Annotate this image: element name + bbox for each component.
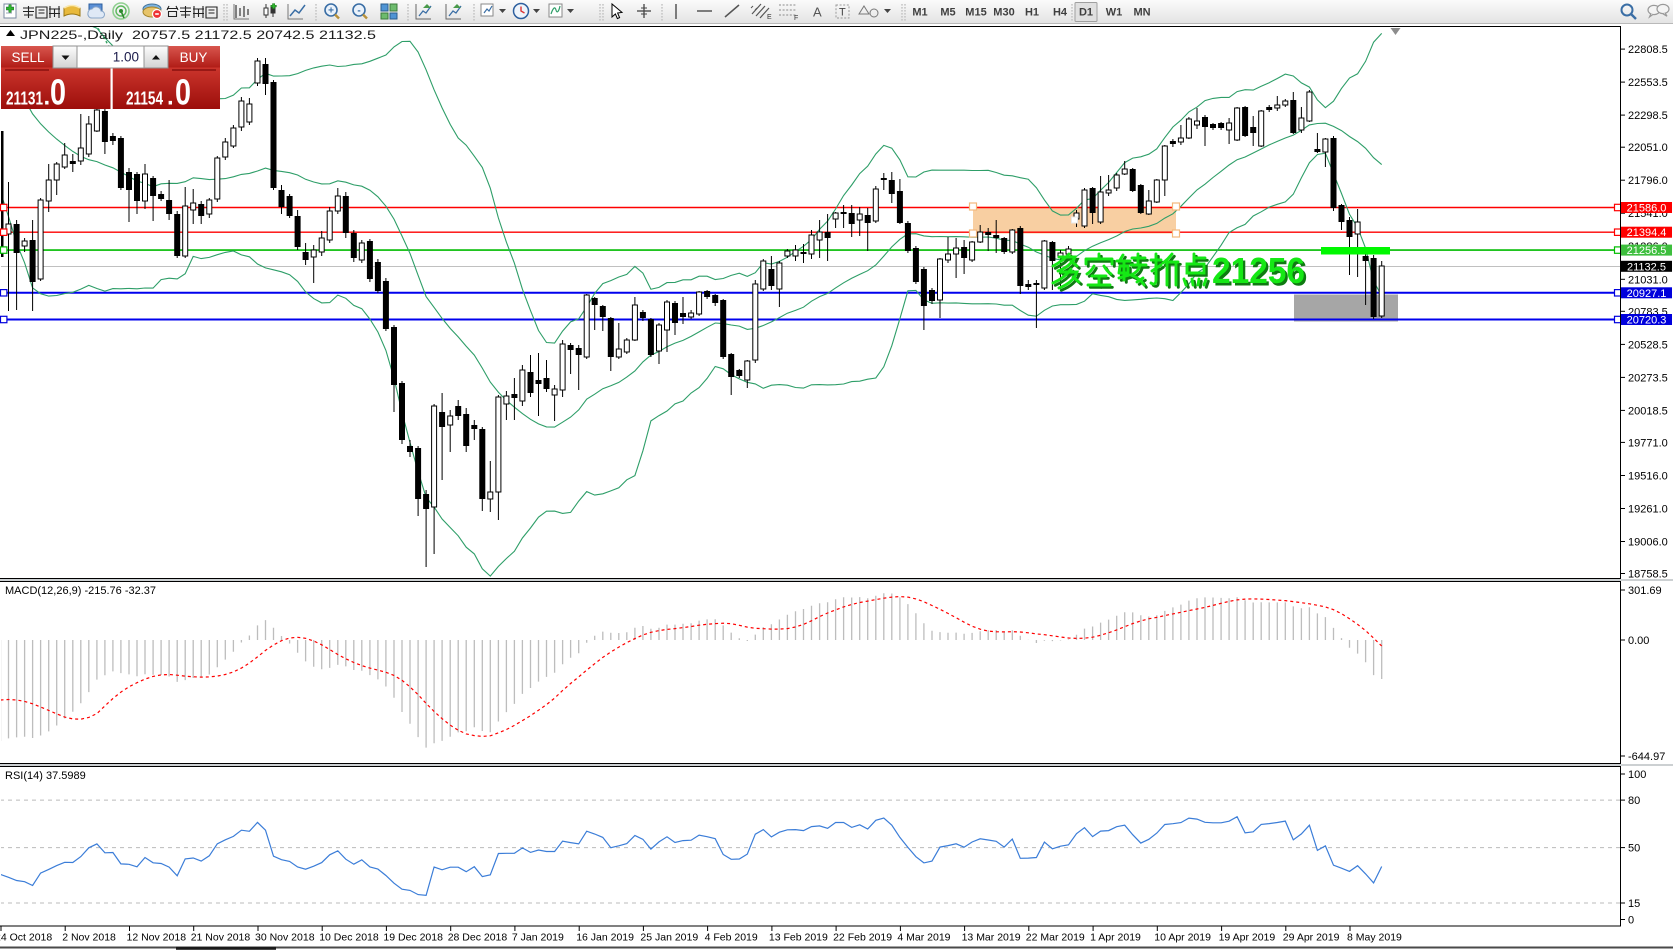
svg-text:21256.5: 21256.5 xyxy=(1627,245,1667,257)
svg-text:H4: H4 xyxy=(1053,7,1068,19)
svg-text:M30: M30 xyxy=(993,7,1014,19)
svg-text:4 Mar 2019: 4 Mar 2019 xyxy=(897,932,950,944)
svg-text:RSI(14) 37.5989: RSI(14) 37.5989 xyxy=(5,770,86,782)
svg-text:100: 100 xyxy=(1628,769,1646,781)
svg-text:20273.5: 20273.5 xyxy=(1628,372,1668,384)
svg-text:1.00: 1.00 xyxy=(113,50,139,65)
svg-text:SELL: SELL xyxy=(11,50,45,65)
svg-text:T: T xyxy=(839,7,846,19)
svg-text:H1: H1 xyxy=(1025,7,1039,19)
svg-text:7 Jan 2019: 7 Jan 2019 xyxy=(512,932,564,944)
svg-text:W1: W1 xyxy=(1106,7,1123,19)
svg-text:25 Jan 2019: 25 Jan 2019 xyxy=(640,932,698,944)
svg-text:13 Mar 2019: 13 Mar 2019 xyxy=(962,932,1021,944)
svg-text:28 Dec 2018: 28 Dec 2018 xyxy=(448,932,508,944)
svg-text:22 Feb 2019: 22 Feb 2019 xyxy=(833,932,892,944)
svg-text:50: 50 xyxy=(1628,843,1640,855)
svg-text:-: - xyxy=(357,6,360,17)
svg-text:21256: 21256 xyxy=(1212,250,1305,291)
svg-text:8 May 2019: 8 May 2019 xyxy=(1347,932,1402,944)
svg-text:30 Nov 2018: 30 Nov 2018 xyxy=(255,932,315,944)
svg-text:21 Nov 2018: 21 Nov 2018 xyxy=(191,932,251,944)
svg-text:19 Apr 2019: 19 Apr 2019 xyxy=(1219,932,1276,944)
svg-text:4 Feb 2019: 4 Feb 2019 xyxy=(705,932,758,944)
svg-text:MACD(12,26,9) -215.76 -32.37: MACD(12,26,9) -215.76 -32.37 xyxy=(5,585,156,597)
svg-text:M15: M15 xyxy=(965,7,986,19)
svg-text:16 Jan 2019: 16 Jan 2019 xyxy=(576,932,634,944)
svg-text:2 Nov 2018: 2 Nov 2018 xyxy=(62,932,116,944)
svg-text:19 Dec 2018: 19 Dec 2018 xyxy=(383,932,443,944)
svg-text:D1: D1 xyxy=(1079,7,1093,19)
svg-text:24 Oct 2018: 24 Oct 2018 xyxy=(0,932,52,944)
svg-text:10 Dec 2018: 10 Dec 2018 xyxy=(319,932,379,944)
svg-text:0: 0 xyxy=(50,72,66,113)
svg-text:301.69: 301.69 xyxy=(1628,585,1662,597)
svg-text:M1: M1 xyxy=(912,7,927,19)
svg-text:22808.5: 22808.5 xyxy=(1628,44,1668,56)
svg-text:E: E xyxy=(767,14,772,21)
svg-text:F: F xyxy=(794,15,798,22)
svg-text:20927.1: 20927.1 xyxy=(1627,288,1667,300)
svg-text:21154: 21154 xyxy=(126,89,163,109)
svg-text:15: 15 xyxy=(1628,898,1640,910)
svg-text:BUY: BUY xyxy=(180,50,208,65)
svg-text:.: . xyxy=(167,84,174,111)
svg-text:80: 80 xyxy=(1628,795,1640,807)
svg-text:18758.5: 18758.5 xyxy=(1628,569,1668,581)
svg-text:21031.0: 21031.0 xyxy=(1628,274,1668,286)
svg-text:0: 0 xyxy=(1628,915,1634,927)
svg-text:21586.0: 21586.0 xyxy=(1627,203,1667,215)
svg-text:19006.0: 19006.0 xyxy=(1628,537,1668,549)
svg-text:29 Apr 2019: 29 Apr 2019 xyxy=(1283,932,1340,944)
svg-text:+: + xyxy=(328,6,334,17)
svg-text:22 Mar 2019: 22 Mar 2019 xyxy=(1026,932,1085,944)
svg-text:22051.0: 22051.0 xyxy=(1628,142,1668,154)
svg-text:0: 0 xyxy=(175,72,191,113)
svg-text:19261.0: 19261.0 xyxy=(1628,504,1668,516)
svg-text:19771.0: 19771.0 xyxy=(1628,437,1668,449)
svg-text:21131: 21131 xyxy=(6,89,43,109)
svg-text:A: A xyxy=(813,5,822,20)
svg-text:22553.5: 22553.5 xyxy=(1628,77,1668,89)
svg-text:21394.4: 21394.4 xyxy=(1627,227,1667,239)
svg-text:12 Nov 2018: 12 Nov 2018 xyxy=(127,932,187,944)
svg-text:21256: 21256 xyxy=(1214,252,1307,293)
svg-text:JPN225-,Daily 20757.5 21172.5: JPN225-,Daily 20757.5 21172.5 20742.5 21… xyxy=(20,28,376,42)
svg-text:M5: M5 xyxy=(940,7,955,19)
svg-text:20720.3: 20720.3 xyxy=(1627,315,1667,327)
svg-text:13 Feb 2019: 13 Feb 2019 xyxy=(769,932,828,944)
svg-text:.: . xyxy=(44,84,51,111)
svg-text:19516.0: 19516.0 xyxy=(1628,471,1668,483)
svg-text:-644.97: -644.97 xyxy=(1628,751,1665,763)
svg-text:22298.5: 22298.5 xyxy=(1628,110,1668,122)
svg-text:21132.5: 21132.5 xyxy=(1627,261,1666,273)
svg-text:1 Apr 2019: 1 Apr 2019 xyxy=(1090,932,1141,944)
svg-text:0.00: 0.00 xyxy=(1628,635,1649,647)
svg-text:10 Apr 2019: 10 Apr 2019 xyxy=(1154,932,1211,944)
svg-text:MN: MN xyxy=(1133,7,1150,19)
svg-text:20018.5: 20018.5 xyxy=(1628,405,1668,417)
svg-text:21796.0: 21796.0 xyxy=(1628,175,1668,187)
svg-text:20528.5: 20528.5 xyxy=(1628,339,1668,351)
